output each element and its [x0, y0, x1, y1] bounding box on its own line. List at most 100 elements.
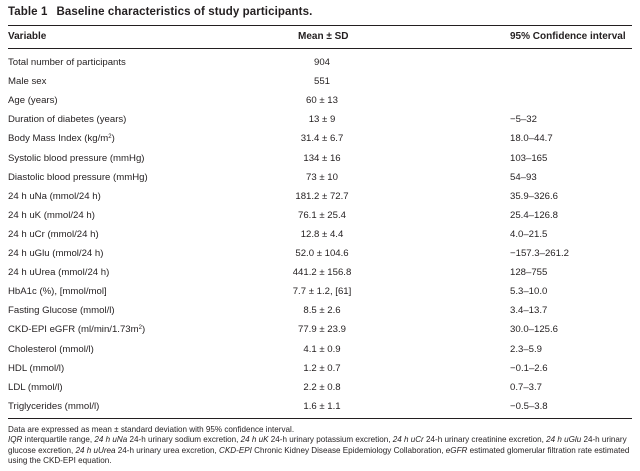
row-variable: Triglycerides (mmol/l): [8, 398, 99, 416]
table-row: 24 h uGlu (mmol/24 h) 52.0 ± 104.6 −157.3–…: [0, 245, 640, 263]
abbreviation-term: 24 h uGlu: [546, 435, 582, 445]
table-row: Cholesterol (mmol/l) 4.1 ± 0.9 2.3–5.9: [0, 341, 640, 359]
variable-label: Fasting Glucose (mmol/l): [8, 305, 115, 317]
variable-label: 24 h uGlu (mmol/24 h): [8, 248, 104, 259]
row-variable: HDL (mmol/l): [8, 360, 64, 378]
table-row: Diastolic blood pressure (mmHg) 73 ± 10 54…: [0, 169, 640, 187]
table-row: Systolic blood pressure (mmHg) 134 ± 16 10…: [0, 150, 640, 168]
row-mean-sd: 4.1 ± 0.9: [303, 343, 341, 355]
row-mean-sd: 1.2 ± 0.7: [303, 362, 341, 374]
row-variable: 24 h uK (mmol/24 h): [8, 207, 95, 225]
table-row: Triglycerides (mmol/l) 1.6 ± 1.1 −0.5–3.8: [0, 398, 640, 416]
abbreviation-term: IQR: [8, 435, 23, 445]
row-variable: Fasting Glucose (mmol/l): [8, 302, 115, 320]
abbreviation-term: CKD-EPI: [219, 445, 252, 455]
header-confidence-interval: 95% Confidence interval: [510, 31, 626, 42]
row-confidence-interval: 25.4–126.8: [510, 209, 559, 221]
table-row: Male sex 551: [0, 73, 640, 91]
footnote-data-description: Data are expressed as mean ± standard de…: [8, 425, 295, 434]
abbreviation-description: 24-h urinary potassium excretion,: [268, 435, 393, 445]
abbreviation-term: 24 h uCr: [392, 435, 424, 445]
row-mean-sd: 7.7 ± 1.2, [61]: [292, 286, 352, 298]
abbreviation-term: 24 h uNa: [94, 435, 128, 445]
variable-label: Age (years): [8, 95, 58, 107]
row-variable: LDL (mmol/l): [8, 379, 63, 397]
table-row: Fasting Glucose (mmol/l) 8.5 ± 2.6 3.4–13.…: [0, 302, 640, 320]
table-row: 24 h uUrea (mmol/24 h) 441.2 ± 156.8 128–7…: [0, 264, 640, 282]
abbreviation-description: estimated glomerular filtration rate est…: [8, 445, 630, 466]
top-rule: [8, 25, 632, 26]
row-confidence-interval: 18.0–44.7: [510, 133, 553, 145]
abbreviation-description: 24-h urinary sodium excretion,: [127, 435, 241, 445]
row-confidence-interval: −0.5–3.8: [510, 400, 548, 412]
variable-label: 24 h uNa (mmol/24 h): [8, 190, 101, 202]
superscript: 2: [108, 134, 112, 141]
table-row: HDL (mmol/l) 1.2 ± 0.7 −0.1–2.6: [0, 360, 640, 378]
row-mean-sd: 77.9 ± 23.9: [298, 324, 346, 336]
table-row: Age (years) 60 ± 13: [0, 92, 640, 110]
table-row: 24 h uK (mmol/24 h) 76.1 ± 25.4 25.4–126.8: [0, 207, 640, 225]
variable-label-suffix: ): [111, 133, 115, 145]
row-confidence-interval: −157.3–261.2: [510, 248, 569, 259]
row-variable: 24 h uUrea (mmol/24 h): [8, 264, 109, 282]
row-mean-sd: 73 ± 10: [306, 171, 338, 183]
caption-title: Baseline characteristics of study partic…: [56, 6, 313, 18]
table-row: Total number of participants 904: [0, 54, 640, 72]
row-variable: 24 h uNa (mmol/24 h): [8, 188, 101, 206]
row-variable: Duration of diabetes (years): [8, 111, 126, 129]
row-confidence-interval: 3.4–13.7: [510, 305, 548, 317]
abbreviation-term: 24 h uUrea: [75, 445, 116, 455]
row-variable: HbA1c (%), [mmol/mol]: [8, 283, 107, 301]
row-confidence-interval: 54–93: [510, 171, 537, 183]
row-variable: Total number of participants: [8, 54, 126, 72]
row-variable: 24 h uCr (mmol/24 h): [8, 226, 99, 244]
row-confidence-interval: 5.3–10.0: [510, 286, 548, 298]
row-mean-sd: 8.5 ± 2.6: [303, 305, 341, 317]
table-footnotes: Data are expressed as mean ± standard de…: [8, 425, 636, 467]
row-confidence-interval: 30.0–125.6: [510, 324, 559, 336]
variable-label: Diastolic blood pressure (mmHg): [8, 171, 148, 183]
table-row: CKD-EPI eGFR (ml/min/1.73m2) 77.9 ± 23.9 3…: [0, 321, 640, 339]
row-variable: Male sex: [8, 73, 46, 91]
variable-label: Male sex: [8, 76, 47, 88]
table-row: 24 h uNa (mmol/24 h) 181.2 ± 72.7 35.9–326…: [0, 188, 640, 206]
variable-label-suffix: ): [141, 324, 146, 336]
row-variable: Systolic blood pressure (mmHg): [8, 150, 145, 168]
variable-label: Total number of participants: [8, 57, 126, 68]
row-mean-sd: 181.2 ± 72.7: [295, 190, 349, 202]
row-mean-sd: 12.8 ± 4.4: [300, 228, 344, 240]
header-rule: [8, 48, 632, 49]
row-confidence-interval: 35.9–326.6: [510, 190, 559, 202]
abbreviation-description: interquartile range,: [22, 435, 95, 445]
header-variable: Variable: [8, 31, 47, 42]
table-row: LDL (mmol/l) 2.2 ± 0.8 0.7–3.7: [0, 379, 640, 397]
row-confidence-interval: 2.3–5.9: [510, 343, 543, 355]
abbreviation-term: eGFR: [445, 445, 468, 455]
abbreviation-description: 24-h urinary urea excretion,: [115, 445, 220, 455]
table-row: HbA1c (%), [mmol/mol] 7.7 ± 1.2, [61] 5.3–…: [0, 283, 640, 301]
row-mean-sd: 551: [313, 76, 330, 88]
variable-label: 24 h uUrea (mmol/24 h): [8, 267, 110, 279]
variable-label: HbA1c (%), [mmol/mol]: [8, 286, 107, 298]
header-mean-sd: Mean ± SD: [298, 31, 349, 42]
row-variable: Cholesterol (mmol/l): [8, 341, 94, 359]
variable-label: LDL (mmol/l): [8, 381, 63, 393]
row-confidence-interval: −0.1–2.6: [510, 362, 548, 374]
row-variable: Body Mass Index (kg/m2): [8, 130, 115, 148]
abbreviation-description: 24-h urinary creatinine excretion,: [423, 435, 547, 445]
table-caption: Table 1 Baseline characteristics of study…: [8, 6, 312, 18]
abbreviation-description: 24-h urinary glucose excretion,: [8, 435, 627, 455]
row-variable: Age (years): [8, 92, 58, 110]
row-mean-sd: 52.0 ± 104.6: [295, 248, 349, 259]
table-row: Body Mass Index (kg/m2) 31.4 ± 6.7 18.0–44…: [0, 130, 640, 148]
row-mean-sd: 904: [313, 57, 330, 68]
row-confidence-interval: −5–32: [510, 114, 537, 126]
variable-label: CKD-EPI eGFR (ml/min/1.73m: [8, 324, 139, 336]
row-mean-sd: 13 ± 9: [308, 114, 336, 126]
row-variable: CKD-EPI eGFR (ml/min/1.73m2): [8, 321, 145, 339]
row-mean-sd: 60 ± 13: [306, 95, 338, 107]
variable-label: 24 h uK (mmol/24 h): [8, 209, 95, 221]
row-variable: 24 h uGlu (mmol/24 h): [8, 245, 103, 263]
row-mean-sd: 2.2 ± 0.8: [303, 381, 341, 393]
bottom-rule: [8, 418, 632, 419]
